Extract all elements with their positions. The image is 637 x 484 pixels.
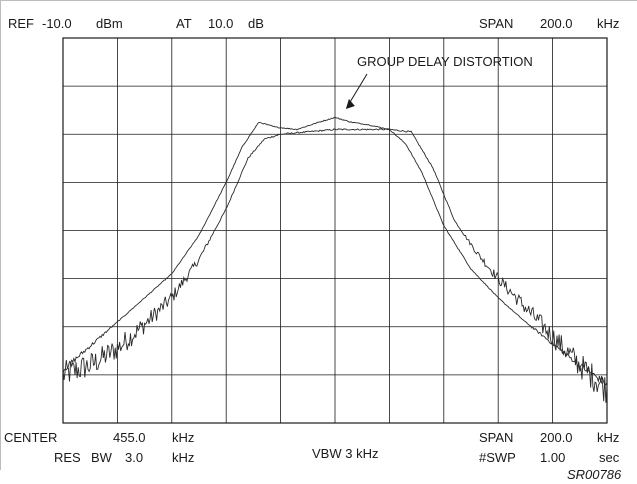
bw-label: BW xyxy=(91,450,112,465)
center-label: CENTER xyxy=(4,430,58,445)
attenuation-label: AT xyxy=(176,16,192,31)
trace-line-2 xyxy=(62,116,608,386)
res-bw-unit: kHz xyxy=(172,450,195,465)
center-unit: kHz xyxy=(172,430,195,445)
ref-value: -10.0 xyxy=(42,16,72,31)
span-label-top: SPAN xyxy=(479,16,514,31)
annotation-arrow-shaft xyxy=(348,73,368,105)
center-value: 455.0 xyxy=(113,430,146,445)
frame-rule-top xyxy=(0,0,637,1)
annotation-label: GROUP DELAY DISTORTION xyxy=(357,54,533,69)
span-value-bottom: 200.0 xyxy=(540,430,573,445)
attenuation-value: 10.0 xyxy=(208,16,234,31)
annotation-arrow-head xyxy=(345,99,355,109)
trace-line-1 xyxy=(62,128,608,403)
res-bw-value: 3.0 xyxy=(125,450,144,465)
span-value-top: 200.0 xyxy=(540,16,573,31)
sweep-value: 1.00 xyxy=(540,450,566,465)
span-label-bottom: SPAN xyxy=(479,430,514,445)
span-unit-top: kHz xyxy=(597,16,620,31)
frame-rule-left xyxy=(0,0,1,470)
attenuation-unit: dB xyxy=(248,16,264,31)
span-unit-bottom: kHz xyxy=(597,430,620,445)
figure-id: SR00786 xyxy=(567,467,622,482)
ref-unit: dBm xyxy=(96,16,123,31)
ref-label: REF xyxy=(8,16,34,31)
vbw-readout: VBW 3 kHz xyxy=(312,446,379,461)
sweep-unit: sec xyxy=(599,450,620,465)
sweep-label: #SWP xyxy=(479,450,516,465)
res-label: RES xyxy=(54,450,81,465)
